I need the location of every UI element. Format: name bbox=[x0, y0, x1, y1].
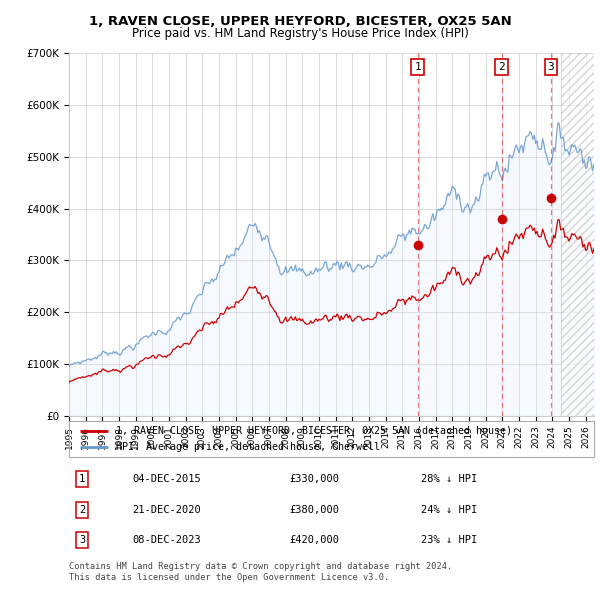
Text: 24% ↓ HPI: 24% ↓ HPI bbox=[421, 505, 477, 514]
Text: HPI: Average price, detached house, Cherwell: HPI: Average price, detached house, Cher… bbox=[116, 442, 380, 453]
Text: This data is licensed under the Open Government Licence v3.0.: This data is licensed under the Open Gov… bbox=[69, 573, 389, 582]
Text: £420,000: £420,000 bbox=[290, 535, 340, 545]
Text: Price paid vs. HM Land Registry's House Price Index (HPI): Price paid vs. HM Land Registry's House … bbox=[131, 27, 469, 40]
Bar bbox=[560, 53, 594, 416]
Text: 3: 3 bbox=[548, 62, 554, 72]
Text: 1, RAVEN CLOSE, UPPER HEYFORD, BICESTER, OX25 5AN (detached house): 1, RAVEN CLOSE, UPPER HEYFORD, BICESTER,… bbox=[116, 425, 512, 435]
Text: 1, RAVEN CLOSE, UPPER HEYFORD, BICESTER, OX25 5AN: 1, RAVEN CLOSE, UPPER HEYFORD, BICESTER,… bbox=[89, 15, 511, 28]
Text: £330,000: £330,000 bbox=[290, 474, 340, 484]
Text: £380,000: £380,000 bbox=[290, 505, 340, 514]
Text: 1: 1 bbox=[414, 62, 421, 72]
Text: 04-DEC-2015: 04-DEC-2015 bbox=[132, 474, 201, 484]
Text: 2: 2 bbox=[79, 505, 85, 514]
Text: 3: 3 bbox=[79, 535, 85, 545]
Text: 08-DEC-2023: 08-DEC-2023 bbox=[132, 535, 201, 545]
Text: 28% ↓ HPI: 28% ↓ HPI bbox=[421, 474, 477, 484]
Text: Contains HM Land Registry data © Crown copyright and database right 2024.: Contains HM Land Registry data © Crown c… bbox=[69, 562, 452, 571]
Text: 23% ↓ HPI: 23% ↓ HPI bbox=[421, 535, 477, 545]
Text: 21-DEC-2020: 21-DEC-2020 bbox=[132, 505, 201, 514]
Text: 2: 2 bbox=[498, 62, 505, 72]
Bar bbox=[560, 53, 594, 416]
Text: 1: 1 bbox=[79, 474, 85, 484]
